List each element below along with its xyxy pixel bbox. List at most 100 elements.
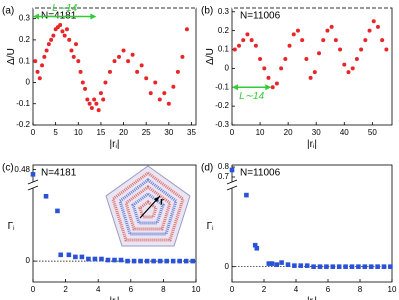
y-axis-label: Δ/U xyxy=(205,48,216,65)
point xyxy=(285,262,291,267)
x-axis-label: |ri| xyxy=(110,296,120,300)
point xyxy=(184,27,189,32)
y-axis-label-part: Δ/U xyxy=(6,48,17,65)
point xyxy=(253,43,258,48)
point xyxy=(295,28,300,33)
point xyxy=(180,54,185,59)
x-tick-label: 20 xyxy=(119,128,128,137)
point xyxy=(76,59,81,64)
point xyxy=(60,29,65,34)
point xyxy=(58,23,63,28)
point xyxy=(42,54,47,59)
x-tick-label: 30 xyxy=(164,128,173,137)
axis-break-mark xyxy=(27,179,39,185)
y-axis-label-part: i xyxy=(13,226,14,232)
point xyxy=(249,38,254,43)
axis-break xyxy=(228,182,236,188)
point xyxy=(254,245,260,251)
y-tick-label: -0.2 xyxy=(16,120,30,129)
point xyxy=(321,38,326,43)
point xyxy=(241,38,246,43)
point xyxy=(317,51,322,56)
point xyxy=(130,52,135,57)
point xyxy=(354,56,359,61)
x-axis-label-part: i xyxy=(313,144,314,150)
y-tick-label: 0.3 xyxy=(218,7,230,16)
x-axis-label-part: | xyxy=(117,139,120,150)
point xyxy=(350,66,355,71)
point xyxy=(33,59,38,64)
x-tick-label: 8 xyxy=(161,285,166,294)
x-tick-label: 0 xyxy=(230,128,235,137)
point xyxy=(317,264,323,269)
x-tick-label: 2 xyxy=(262,285,267,294)
point xyxy=(99,256,104,262)
point xyxy=(375,264,380,269)
point xyxy=(35,69,40,74)
annotation-label: L∼14 xyxy=(239,91,265,102)
point xyxy=(51,33,56,38)
point xyxy=(117,54,122,59)
point xyxy=(62,33,67,38)
point xyxy=(131,258,137,264)
panel-label: (d) xyxy=(201,163,213,174)
point xyxy=(86,256,91,262)
point xyxy=(112,59,117,64)
point xyxy=(92,97,97,102)
axis-break xyxy=(29,182,37,188)
point xyxy=(229,167,235,173)
point xyxy=(336,264,342,269)
point xyxy=(190,258,196,264)
point xyxy=(274,81,279,86)
point xyxy=(64,27,69,32)
y-tick-label: 0.8 xyxy=(218,162,230,171)
point xyxy=(381,264,387,269)
point xyxy=(298,263,304,268)
point xyxy=(232,47,237,52)
point xyxy=(333,38,338,43)
x-tick-label: 8 xyxy=(358,285,363,294)
point xyxy=(125,258,130,264)
point xyxy=(80,80,85,85)
x-tick-label: 6 xyxy=(129,285,134,294)
annotation-label: L∼14 xyxy=(52,3,78,14)
point xyxy=(304,56,309,61)
arrow-head xyxy=(33,13,39,20)
point xyxy=(153,80,158,85)
point xyxy=(343,264,348,269)
arrow-head xyxy=(90,13,97,20)
x-tick-label: 4 xyxy=(294,285,299,294)
x-axis-label-part: |r xyxy=(110,139,117,150)
y-tick-label: 0.3 xyxy=(19,14,31,23)
x-axis-label-part: |r xyxy=(110,296,117,300)
x-tick-label: 10 xyxy=(192,285,201,294)
y-tick-label: 0 xyxy=(225,262,230,271)
point xyxy=(359,47,364,52)
point xyxy=(300,38,305,43)
x-tick-label: 25 xyxy=(142,128,151,137)
point xyxy=(304,263,310,268)
point xyxy=(144,258,150,264)
point xyxy=(151,258,156,264)
point xyxy=(40,63,45,68)
point xyxy=(362,264,368,269)
x-tick-label: 40 xyxy=(340,128,349,137)
y-tick-label: 0.2 xyxy=(19,35,31,44)
point xyxy=(157,97,162,102)
point xyxy=(252,242,258,248)
point xyxy=(58,252,64,258)
point xyxy=(266,75,271,80)
y-tick-label: 0.48 xyxy=(14,165,30,174)
point xyxy=(367,28,372,33)
point xyxy=(346,70,351,75)
point xyxy=(266,261,272,266)
y-axis-label: Γi xyxy=(8,221,15,232)
point xyxy=(43,193,49,199)
x-tick-label: 15 xyxy=(96,128,105,137)
point xyxy=(177,258,182,264)
x-axis-label-part: |r xyxy=(307,139,314,150)
point xyxy=(71,54,76,59)
plot-frame xyxy=(231,164,393,283)
point xyxy=(157,258,163,264)
x-tick-label: 30 xyxy=(312,128,321,137)
